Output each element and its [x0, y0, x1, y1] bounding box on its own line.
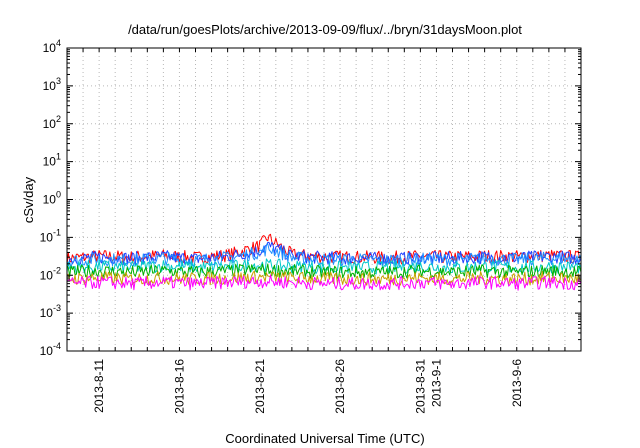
y-tick-exponent: 1 — [56, 152, 61, 162]
series-line — [66, 233, 582, 265]
y-tick-label: 102 — [43, 114, 61, 131]
y-tick-exponent: 3 — [56, 76, 61, 86]
y-tick-base: 10 — [43, 193, 57, 207]
y-tick-label: 10-4 — [40, 341, 61, 358]
series-group — [66, 233, 582, 291]
y-tick-label: 10-3 — [40, 303, 61, 320]
y-tick-label: 101 — [43, 152, 61, 169]
y-tick-exponent: -2 — [53, 265, 61, 275]
series-line — [66, 274, 582, 291]
y-tick-exponent: 2 — [56, 114, 61, 124]
y-tick-base: 10 — [40, 306, 54, 320]
series-line — [66, 263, 582, 280]
y-tick-label: 10-1 — [40, 227, 61, 244]
y-tick-base: 10 — [43, 41, 57, 55]
x-tick-label: 2013-9-6 — [510, 359, 524, 407]
y-tick-exponent: -1 — [53, 227, 61, 237]
y-tick-label: 103 — [43, 76, 61, 93]
y-tick-base: 10 — [43, 117, 57, 131]
y-tick-label: 100 — [43, 190, 61, 207]
x-axis-label: Coordinated Universal Time (UTC) — [225, 431, 424, 446]
ticks — [66, 47, 582, 352]
y-tick-base: 10 — [40, 268, 54, 282]
y-axis-label: cSv/day — [21, 176, 36, 223]
x-tick-label: 2013-8-26 — [333, 359, 347, 414]
y-tick-exponent: -3 — [53, 303, 61, 313]
series-line — [66, 243, 582, 268]
x-tick-label: 2013-8-21 — [253, 359, 267, 414]
y-tick-exponent: -4 — [53, 341, 61, 351]
x-tick-label: 2013-8-11 — [92, 359, 106, 413]
y-tick-label: 10-2 — [40, 265, 61, 282]
y-tick-exponent: 4 — [56, 38, 61, 48]
x-tick-labels: 2013-8-11 2013-8-16 2013-8-21 2013-8-26 2013… — [92, 359, 524, 414]
x-tick-label: 2013-8-16 — [172, 359, 186, 414]
grid — [67, 48, 581, 351]
x-tick-label: 2013-9-1 — [429, 359, 443, 407]
y-tick-base: 10 — [43, 155, 57, 169]
y-tick-base: 10 — [43, 79, 57, 93]
y-tick-base: 10 — [40, 230, 54, 244]
y-tick-exponent: 0 — [56, 190, 61, 200]
y-tick-base: 10 — [40, 344, 54, 358]
y-tick-label: 104 — [43, 38, 61, 55]
chart-title: /data/run/goesPlots/archive/2013-09-09/f… — [128, 22, 522, 37]
x-tick-label: 2013-8-31 — [413, 359, 427, 414]
